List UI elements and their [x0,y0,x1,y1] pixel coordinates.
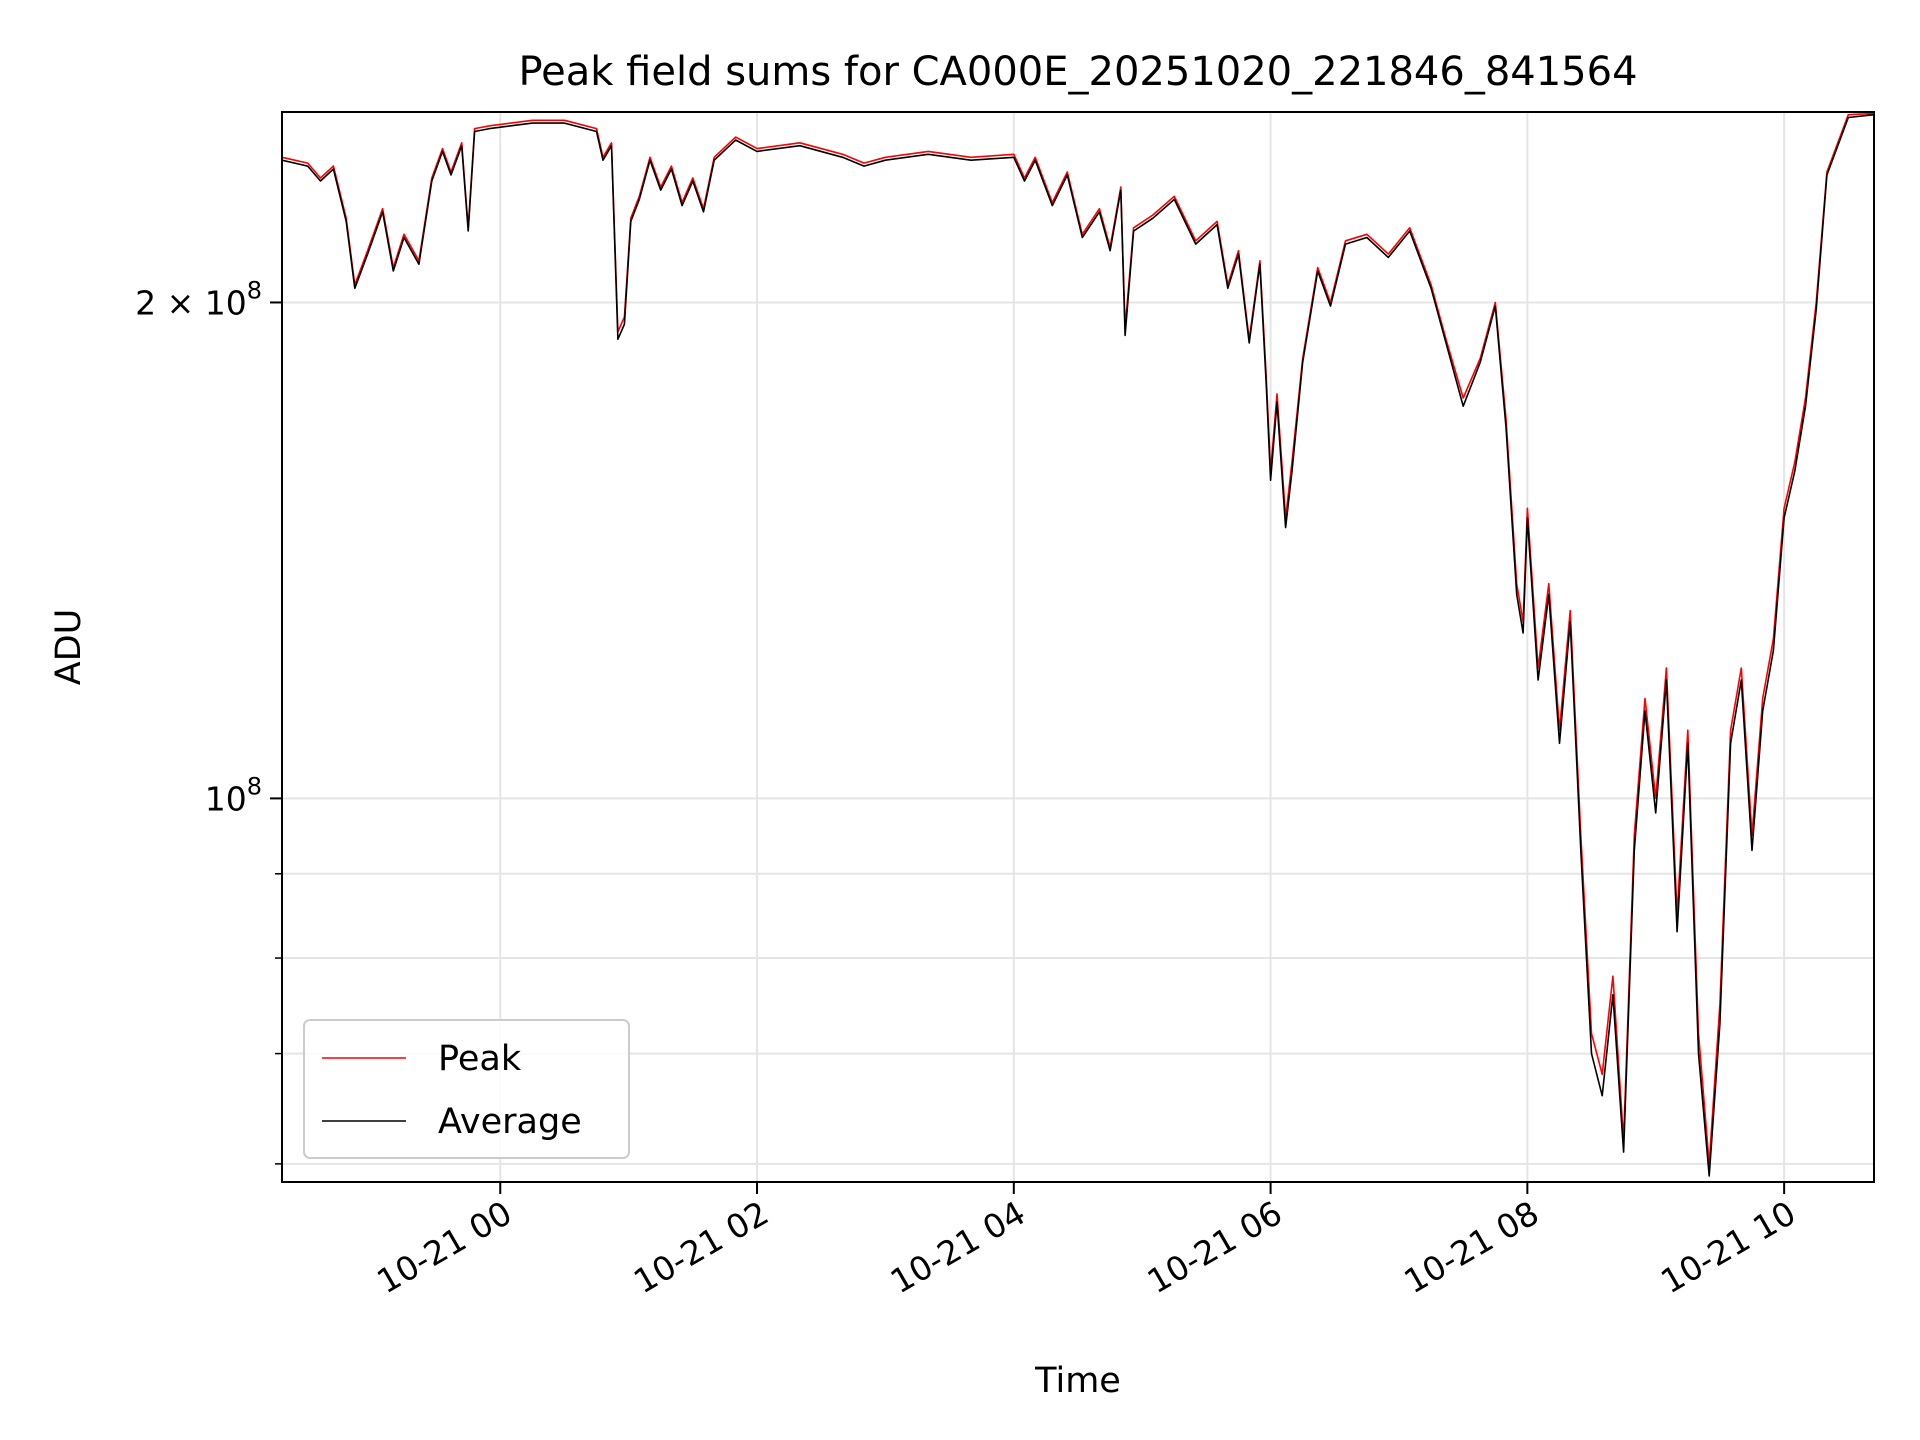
legend-label-peak: Peak [438,1039,522,1079]
grid [282,112,1874,1182]
legend-box [303,1019,630,1159]
y-axis-label: ADU [49,609,89,686]
x-axis-label: Time [1034,1361,1121,1401]
y-tick-label-exponent: 8 [247,276,262,304]
series-line-peak [281,112,1875,1165]
plot-frame [281,111,1875,1183]
y-tick-label-base: 2 × 10 [135,283,247,322]
series-layer [281,112,1875,1177]
y-tick-label: 2 × 108 [135,276,262,322]
legend: Peak Average [303,1019,630,1159]
y-tick-label: 108 [205,772,262,818]
y-tick-label-base: 10 [205,779,247,818]
legend-label-average: Average [438,1102,582,1142]
y-tick-label-exponent: 8 [247,772,262,800]
series-line-average [281,113,1875,1177]
chart-title: Peak field sums for CA000E_20251020_2218… [518,49,1637,95]
